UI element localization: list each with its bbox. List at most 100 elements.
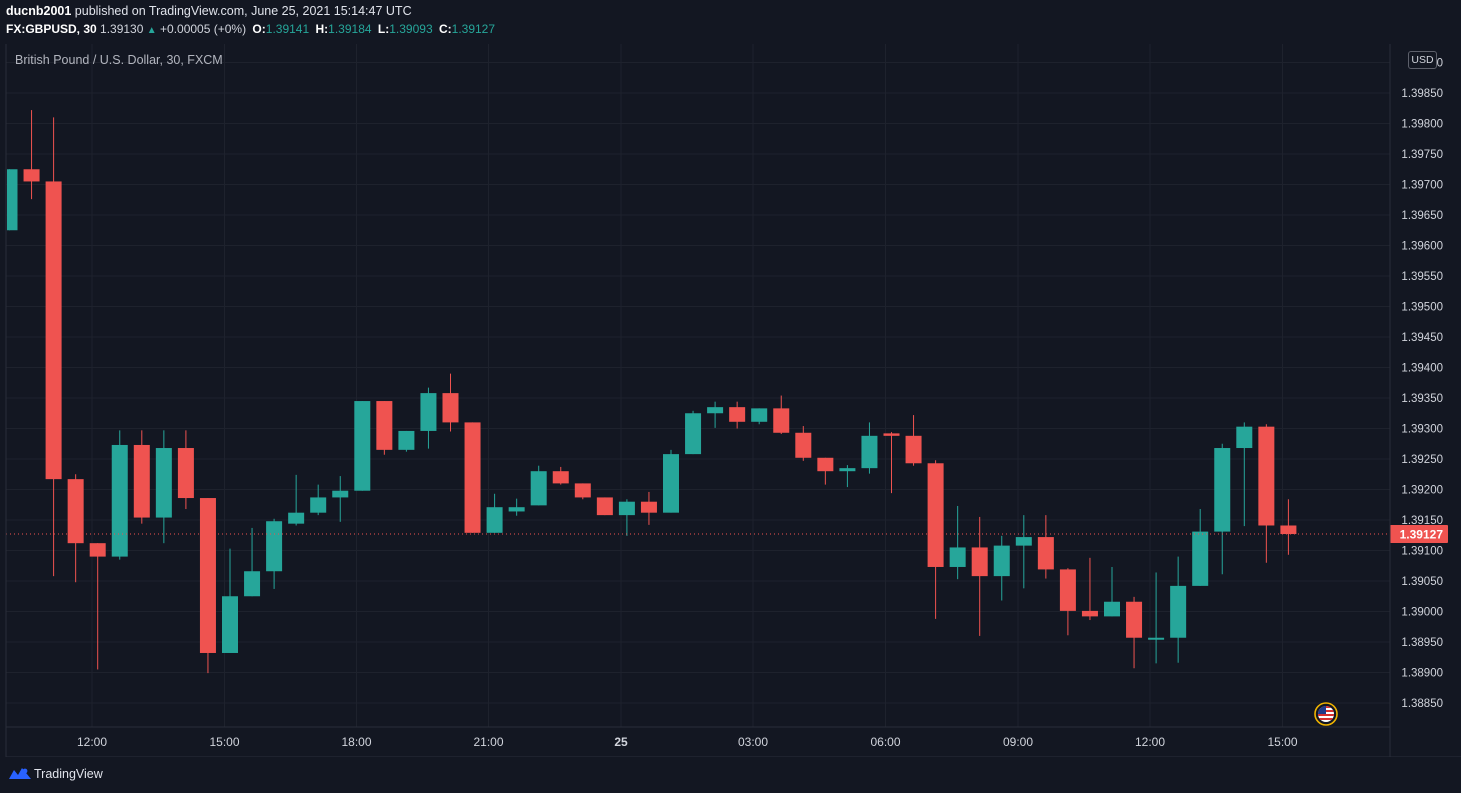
candle: [883, 432, 900, 494]
candle-body: [7, 169, 18, 231]
candle-body: [354, 401, 371, 491]
candle: [861, 422, 878, 474]
candles: [7, 110, 1297, 674]
candlestick-chart[interactable]: 1.39127 1.38850 1.38900 1.38950 1.39000 1.39…: [0, 44, 1461, 757]
candle: [7, 169, 18, 231]
candle: [310, 484, 327, 516]
candle: [1280, 499, 1297, 555]
candle: [288, 474, 305, 526]
candle-body: [1236, 426, 1253, 449]
candle-body: [177, 448, 194, 499]
candle: [1081, 557, 1098, 621]
candle-body: [905, 435, 922, 464]
candle-body: [244, 571, 261, 597]
candle-body: [222, 596, 238, 653]
time-axis: 12:00 15:00 18:00 21:00 25 03:00 06:00 09:00 12:…: [5, 44, 1461, 757]
high-value: 1.39184: [328, 22, 372, 36]
price-tick-label: 1.39250: [1401, 454, 1443, 466]
candle: [1148, 572, 1165, 664]
candle: [1037, 515, 1054, 579]
candle: [45, 117, 62, 577]
tradingview-brand[interactable]: TradingView: [34, 767, 103, 781]
candle-body: [1059, 569, 1076, 611]
candle: [177, 430, 194, 510]
candle-body: [1280, 525, 1297, 535]
candle-body: [817, 457, 834, 472]
candle: [1015, 515, 1032, 589]
candle-body: [1037, 537, 1054, 570]
candle-body: [111, 444, 128, 557]
candle-body: [883, 433, 900, 436]
time-tick-label: 09:00: [1003, 735, 1033, 749]
candle: [442, 373, 459, 432]
candle-body: [310, 497, 327, 513]
candle-body: [1148, 637, 1165, 640]
candle: [993, 535, 1010, 601]
low-value: 1.39093: [389, 22, 433, 36]
price-tick-label: 1.39350: [1401, 393, 1443, 405]
chart-grid: [6, 44, 1390, 727]
candle: [1126, 596, 1143, 669]
us-flag-icon[interactable]: [1314, 702, 1338, 726]
candle-body: [508, 507, 525, 512]
price-tick-label: 1.39000: [1401, 607, 1443, 619]
candle-body: [839, 468, 856, 472]
candle-body: [552, 471, 569, 484]
last-price-line: 1.39127: [6, 525, 1448, 544]
candle-body: [1170, 585, 1187, 638]
candle: [773, 395, 790, 434]
price-tick-label: 1.39700: [1401, 180, 1443, 192]
candle: [111, 430, 128, 560]
price-tick-label: 1.38850: [1401, 698, 1443, 710]
candle-body: [640, 501, 657, 513]
candle-body: [376, 401, 393, 450]
price-tick-label: 1.39300: [1401, 424, 1443, 436]
candle-body: [773, 408, 790, 433]
candle: [332, 476, 349, 522]
candle-body: [464, 422, 481, 533]
tradingview-logo-icon[interactable]: [8, 766, 32, 780]
candle-body: [685, 413, 702, 455]
candle-body: [199, 498, 216, 653]
price-tick-label: 1.39850: [1401, 88, 1443, 100]
candle: [949, 505, 966, 580]
last-price-label-bg: [1390, 525, 1448, 544]
time-tick-label: 18:00: [341, 735, 371, 749]
open-label: O:: [252, 22, 266, 36]
candle: [67, 474, 84, 583]
time-tick-label: 25: [614, 735, 628, 749]
close-value: 1.39127: [451, 22, 496, 36]
candle: [530, 465, 547, 506]
price-tick-label: 1.39400: [1401, 363, 1443, 375]
candle-body: [442, 393, 459, 423]
candle-body: [574, 483, 591, 498]
candle: [1192, 509, 1209, 586]
candle-body: [1015, 537, 1032, 546]
candle-body: [1258, 426, 1275, 526]
candle: [751, 408, 768, 425]
high-label: H:: [315, 22, 329, 36]
candle-body: [332, 490, 349, 498]
candle-body: [1192, 531, 1209, 586]
candle: [663, 449, 679, 513]
currency-badge[interactable]: USD: [1408, 51, 1437, 69]
candle-body: [795, 432, 812, 458]
candle: [23, 110, 40, 200]
candle: [905, 415, 922, 466]
time-tick-label: 15:00: [1267, 735, 1297, 749]
price-tick-label: 1.38900: [1401, 668, 1443, 680]
price-tick-label: 1.39450: [1401, 332, 1443, 344]
candle: [640, 491, 657, 525]
candle-body: [155, 448, 172, 518]
symbol-label[interactable]: FX:GBPUSD, 30: [6, 22, 97, 36]
chart-title: British Pound / U.S. Dollar, 30, FXCM: [15, 53, 223, 67]
time-tick-label: 21:00: [473, 735, 503, 749]
price-tick-label: 1.39500: [1401, 302, 1443, 314]
author-name[interactable]: ducnb2001: [6, 4, 72, 18]
candle: [618, 499, 635, 536]
candle: [266, 518, 283, 589]
candle-body: [949, 547, 966, 567]
time-tick-label: 06:00: [870, 735, 900, 749]
candle: [464, 422, 481, 533]
price-tick-label: 1.39650: [1401, 210, 1443, 222]
